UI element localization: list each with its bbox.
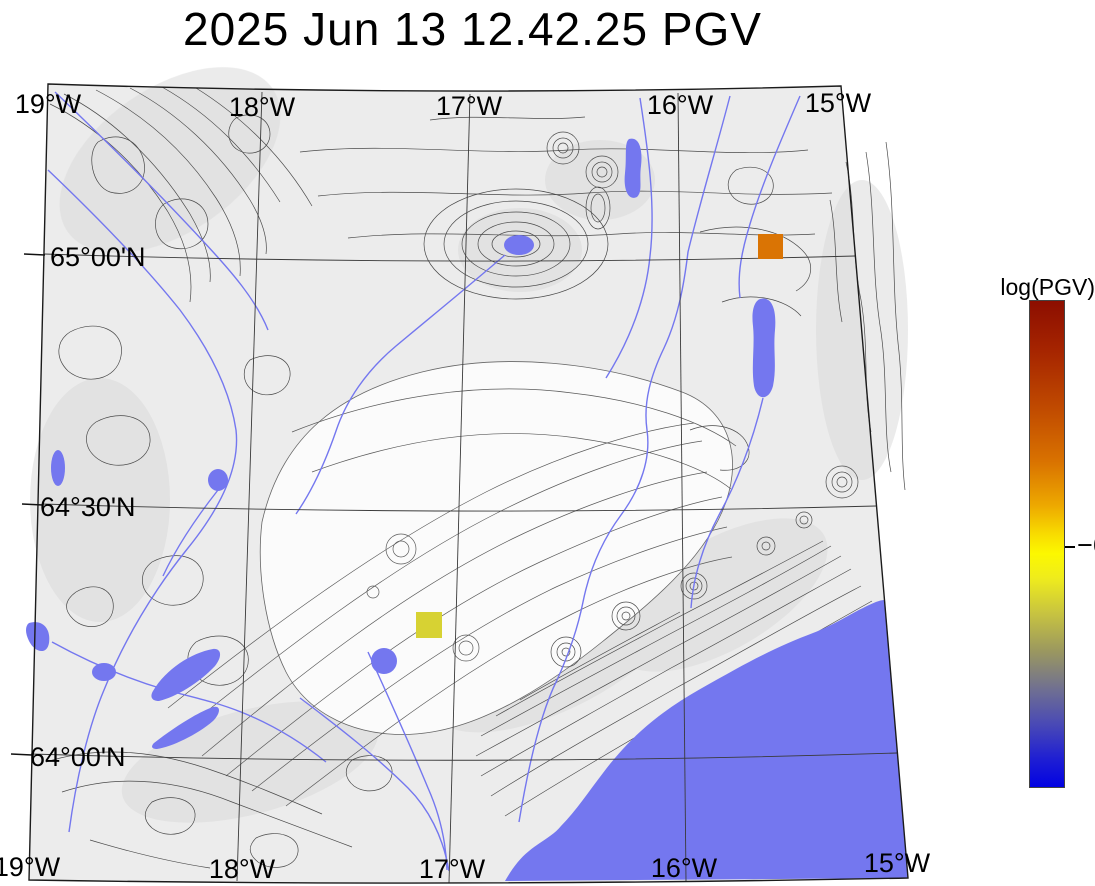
lon-label-bottom-19w: 19°W xyxy=(0,852,61,882)
pgv-marker-northeast xyxy=(758,234,783,259)
graticule-lines xyxy=(30,91,898,884)
colorbar-gradient xyxy=(1029,300,1065,788)
contour-lines xyxy=(45,86,906,869)
lon-label-bottom-15w: 15°W xyxy=(864,848,931,878)
lon-label-bottom-18w: 18°W xyxy=(209,854,276,884)
pgv-marker-central xyxy=(416,612,442,638)
lat-label-64-30n: 64°30'N xyxy=(40,492,136,522)
lon-label-top-19w: 19°W xyxy=(15,89,82,119)
lon-label-bottom-17w: 17°W xyxy=(419,854,486,884)
lon-label-top-15w: 15°W xyxy=(805,88,872,118)
lon-label-top-16w: 16°W xyxy=(647,90,714,120)
pgv-markers xyxy=(416,234,783,638)
lon-label-top-18w: 18°W xyxy=(229,92,296,122)
colorbar-tick-mark xyxy=(1065,546,1075,548)
figure-title: 2025 Jun 13 12.42.25 PGV xyxy=(183,3,762,55)
colorbar-title: log(PGV) xyxy=(1000,274,1095,300)
latitude-ticks xyxy=(10,253,46,756)
lat-label-65-00n: 65°00'N xyxy=(50,242,146,272)
lakes xyxy=(26,138,776,749)
glacier-area xyxy=(259,361,733,735)
map-frame xyxy=(28,83,909,884)
lat-label-64-00n: 64°00'N xyxy=(30,742,126,772)
rivers xyxy=(47,91,801,872)
lon-label-bottom-16w: 16°W xyxy=(651,853,718,883)
ocean xyxy=(505,600,908,881)
graticule-labels: 19°W 18°W 17°W 16°W 15°W 19°W 18°W 17°W … xyxy=(0,88,931,884)
colorbar-tick-label: −6 xyxy=(1077,530,1095,560)
lon-label-top-17w: 17°W xyxy=(436,91,503,121)
